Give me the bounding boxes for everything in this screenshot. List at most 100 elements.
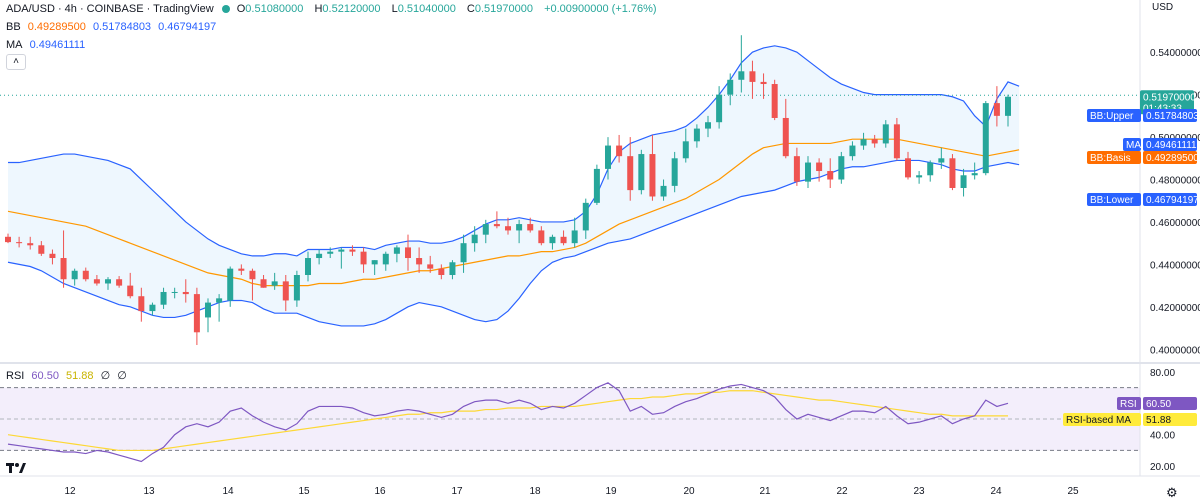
candle <box>60 230 67 288</box>
candle-body <box>682 141 689 159</box>
chevron-up-icon[interactable]: ˄ <box>6 54 26 70</box>
price-tick-label: 0.42000000 <box>1150 303 1200 314</box>
candle-body <box>382 253 389 265</box>
candle-body <box>227 268 234 301</box>
candle-body <box>271 281 278 286</box>
date-tick-label: 16 <box>374 486 386 497</box>
bb-basis-line <box>7 138 1020 287</box>
date-tick-label: 24 <box>990 486 1002 497</box>
candle <box>738 35 745 93</box>
candle <box>660 179 667 201</box>
bb-upper-tag-value-bg <box>1143 109 1197 122</box>
candle <box>449 260 456 280</box>
bb-legend[interactable]: BB 0.49289500 0.51784803 0.46794197 <box>6 20 220 34</box>
ma-tag-label: MA <box>1126 140 1141 151</box>
bb-lower-tag-value-bg <box>1143 193 1197 206</box>
candle-body <box>960 175 967 188</box>
candle-body <box>371 260 378 265</box>
rsi-tag-value-bg <box>1143 397 1197 410</box>
last-price-tag-bg <box>1140 90 1194 115</box>
bb-upper-tag: BB:Upper 0.51784803 <box>1087 109 1199 122</box>
last-price-tag-text: 01:43:33 <box>1143 103 1182 114</box>
candle <box>282 275 289 312</box>
candle-body <box>38 245 45 254</box>
candle-body <box>482 224 489 235</box>
ohlc-low: L0.51040000 <box>391 3 456 15</box>
candle <box>516 219 523 244</box>
bb-upper-line <box>8 45 1020 257</box>
candle-body <box>105 279 111 284</box>
candle <box>205 298 211 333</box>
gear-icon[interactable]: ⚙ <box>1166 485 1178 500</box>
ohlc-change: +0.00900000 (+1.76%) <box>544 3 657 15</box>
candle <box>105 277 111 290</box>
candle-body <box>16 242 23 244</box>
ohlc-close: C0.51970000 <box>466 3 533 15</box>
bb-lower-tag: BB:Lower 0.46794197 <box>1087 193 1199 206</box>
candle-body <box>793 156 800 182</box>
candle-body <box>582 202 589 231</box>
candle <box>760 73 767 99</box>
rsi-ma-tag-value-bg <box>1143 413 1197 426</box>
candle-body <box>60 258 67 280</box>
candle <box>382 251 389 271</box>
candle <box>860 132 867 150</box>
candle <box>360 247 367 273</box>
candle <box>82 267 89 282</box>
candle-body <box>338 249 345 252</box>
date-tick-label: 13 <box>143 486 155 497</box>
candle <box>893 117 900 161</box>
date-tick-label: 14 <box>222 486 234 497</box>
candle <box>16 236 23 248</box>
candle-body <box>249 270 256 280</box>
rsi-ma-tag: RSI-based MA 51.88 <box>1063 413 1197 426</box>
ma-value: 0.49461111 <box>29 39 86 51</box>
candle <box>605 137 611 180</box>
price-tick-label: 0.46000000 <box>1150 218 1200 229</box>
candle <box>138 287 145 322</box>
candle-body <box>293 275 300 301</box>
bb-basis-tag-value-bg <box>1143 151 1197 164</box>
price-tick-label: 0.44000000 <box>1150 260 1200 271</box>
ma-legend[interactable]: MA 0.49461111 <box>6 38 89 52</box>
candle <box>1005 94 1011 127</box>
candle <box>127 272 134 299</box>
candle-body <box>116 279 123 286</box>
candle <box>327 247 334 259</box>
candle-body <box>927 162 934 176</box>
candle-body <box>871 139 878 144</box>
candle-body <box>27 243 34 246</box>
bb-basis-tag: BB:Basis 0.49289500 <box>1087 151 1199 164</box>
candle-body <box>771 84 778 118</box>
candle <box>293 270 300 307</box>
candle-body <box>849 145 856 157</box>
symbol-title[interactable]: ADA/USD · 4h · COINBASE · TradingView <box>6 3 214 15</box>
candle <box>460 234 467 273</box>
candle-body <box>205 302 211 318</box>
candle-body <box>1005 96 1011 116</box>
candle <box>827 158 834 188</box>
candle <box>871 134 878 148</box>
candle-body <box>360 251 367 265</box>
tradingview-logo-icon[interactable] <box>6 460 28 474</box>
candle-body <box>471 234 478 244</box>
candle-body <box>838 156 845 180</box>
candle-body <box>149 304 156 312</box>
bb-lower-value: 0.46794197 <box>158 21 217 33</box>
symbol-legend: ADA/USD · 4h · COINBASE · TradingView O0… <box>6 2 661 16</box>
candle <box>882 120 889 148</box>
rsi-ma-line <box>7 390 1008 452</box>
rsi-tag-value: 60.50 <box>1146 399 1171 410</box>
bb-upper-value: 0.51784803 <box>92 21 152 33</box>
candle <box>638 149 645 195</box>
candle <box>260 275 267 288</box>
rsi-tick-label: 40.00 <box>1150 431 1175 442</box>
rsi-legend[interactable]: RSI 60.50 51.88 ∅ ∅ <box>6 369 131 383</box>
ma-label: MA <box>6 39 23 51</box>
candle-body <box>238 268 245 271</box>
date-tick-label: 20 <box>683 486 695 497</box>
candle-body <box>93 279 100 284</box>
candle <box>527 217 534 233</box>
candle <box>971 162 978 180</box>
